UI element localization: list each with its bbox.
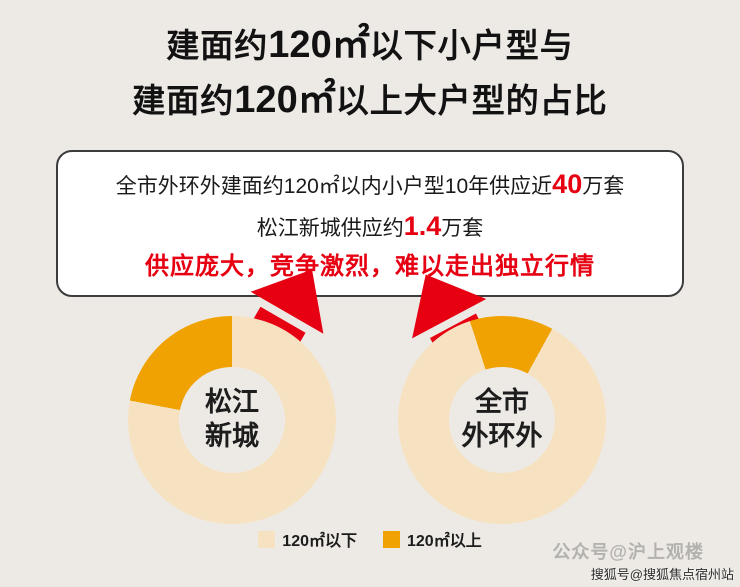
title-line-1: 建面约120㎡以下小户型与: [0, 18, 740, 73]
donut-label-citywide: 全市 外环外: [449, 367, 555, 473]
donut-label-line: 外环外: [461, 421, 543, 451]
info-callout-box: 全市外环外建面约120㎡以内小户型10年供应近40万套 松江新城供应约1.4万套…: [56, 150, 684, 297]
info-text: 松江新城供应约: [256, 216, 404, 240]
legend-item-above-120: 120㎡以上: [383, 527, 482, 551]
warning-statement: 供应庞大，竞争激烈，难以走出独立行情: [145, 252, 595, 280]
title-number: 120㎡: [234, 79, 336, 122]
legend-label-below-120: 120㎡以下: [282, 533, 357, 550]
watermark-sohu: 搜狐号@搜狐焦点宿州站: [590, 567, 734, 582]
title-text: 以下小户型与: [369, 27, 574, 64]
title-text: 以上大户型的占比: [335, 82, 608, 120]
title-text: 建面约: [166, 27, 269, 64]
info-line-supply-citywide: 全市外环外建面约120㎡以内小户型10年供应近40万套: [64, 164, 676, 206]
donut-label-line: 松江: [205, 387, 259, 418]
info-text: 万套: [582, 175, 625, 198]
donut-chart-songjiang: 松江 新城: [128, 316, 336, 524]
info-text: 万套: [441, 216, 484, 240]
highlight-number: 40: [552, 169, 583, 199]
title-number: 120㎡: [268, 24, 370, 66]
donut-label-line: 全市: [475, 387, 529, 418]
legend-swatch-below-120: [258, 530, 276, 548]
donut-chart-citywide-outer-ring: 全市 外环外: [398, 316, 606, 524]
title-line-2: 建面约120㎡以上大户型的占比: [0, 73, 740, 128]
donut-label-line: 新城: [205, 421, 259, 451]
info-text: 全市外环外建面约120㎡以内小户型10年供应近: [115, 175, 553, 198]
page-title: 建面约120㎡以下小户型与 建面约120㎡以上大户型的占比: [0, 18, 740, 128]
donut-label-songjiang: 松江 新城: [179, 367, 285, 473]
chart-legend: 120㎡以下 120㎡以上: [0, 527, 740, 551]
legend-item-below-120: 120㎡以下: [258, 527, 357, 551]
info-line-supply-songjiang: 松江新城供应约1.4万套: [64, 206, 676, 248]
legend-swatch-above-120: [383, 530, 400, 548]
title-text: 建面约: [132, 82, 235, 120]
legend-label-above-120: 120㎡以上: [407, 533, 482, 550]
watermark-account: 公众号@沪上观楼: [552, 542, 704, 562]
highlight-number: 1.4: [403, 210, 442, 241]
